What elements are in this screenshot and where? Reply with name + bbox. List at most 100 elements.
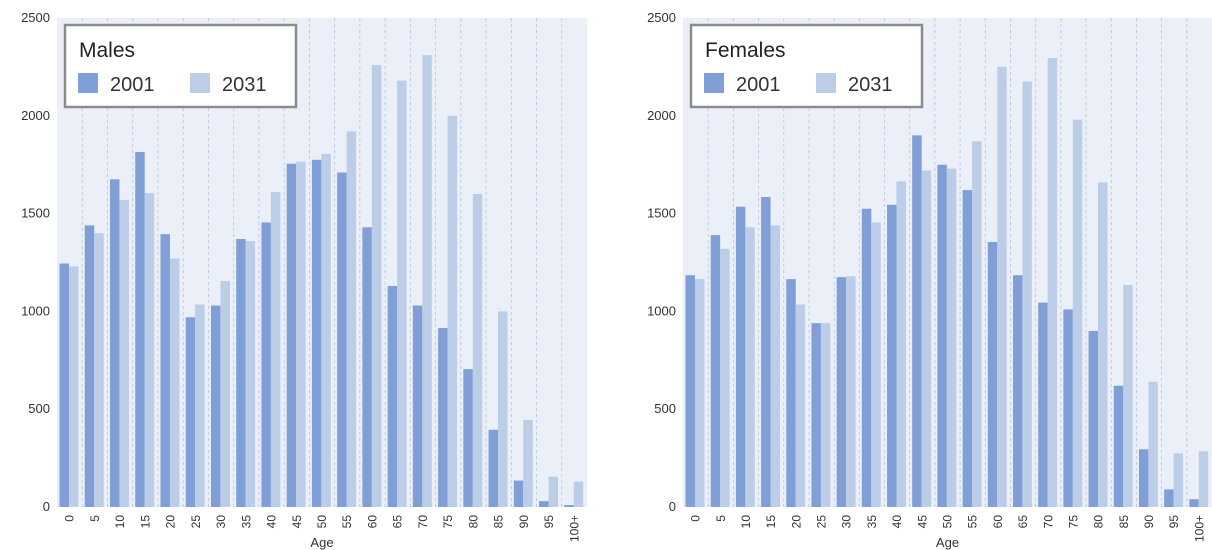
males-bar-2031-age-100+ <box>573 481 584 507</box>
males-y-tick-label: 0 <box>43 499 50 514</box>
males-bar-2001-age-10 <box>110 179 120 507</box>
males-bar-2001-age-80 <box>463 369 473 507</box>
males-bar-2031-age-95 <box>548 476 558 507</box>
females-bar-2001-age-5 <box>710 235 721 507</box>
males-bar-2001-age-75 <box>438 328 448 507</box>
males-bar-2031-age-5 <box>94 233 104 507</box>
females-x-tick-label: 95 <box>1167 515 1181 529</box>
males-bar-2001-age-25 <box>185 317 196 507</box>
males-x-tick-label: 100+ <box>567 515 581 542</box>
females-bar-2031-age-30 <box>846 276 856 507</box>
females-bar-2001-age-95 <box>1164 489 1174 507</box>
males-bar-2001-age-60 <box>362 227 372 508</box>
females-x-tick-label: 55 <box>966 515 980 529</box>
males-bar-2031-age-15 <box>144 193 155 507</box>
females-y-tick-label: 1000 <box>647 303 676 318</box>
females-legend-title: Females <box>705 39 786 62</box>
females-legend-swatch-2001 <box>704 73 724 93</box>
females-x-tick-label: 60 <box>991 515 1005 529</box>
females-bar-2001-age-10 <box>735 206 746 507</box>
females-legend-label-2001: 2001 <box>736 74 781 96</box>
females-legend-swatch-2031 <box>816 73 836 93</box>
males-y-tick-label: 500 <box>28 401 50 416</box>
males-bar-2001-age-55 <box>337 172 347 508</box>
females-x-tick-label: 45 <box>915 515 929 529</box>
females-x-tick-label: 15 <box>764 515 778 529</box>
females-bar-2001-age-100+ <box>1189 499 1199 507</box>
males-x-tick-label: 60 <box>365 515 379 529</box>
males-bar-2001-age-70 <box>412 305 423 507</box>
males-bar-2031-age-90 <box>523 419 533 507</box>
females-bar-2001-age-80 <box>1088 330 1099 507</box>
males-bar-2031-age-25 <box>195 304 205 507</box>
males-y-tick-label: 1500 <box>21 206 50 221</box>
females-bar-2001-age-25 <box>811 323 821 507</box>
females-bar-2031-age-100+ <box>1198 451 1209 507</box>
males-x-tick-label: 75 <box>441 515 455 529</box>
males-bar-2031-age-70 <box>422 55 432 507</box>
males-bar-2001-age-85 <box>488 429 499 507</box>
females-bar-2001-age-15 <box>761 196 771 507</box>
males-x-tick-label: 50 <box>315 515 329 529</box>
females-bar-2031-age-40 <box>896 181 906 508</box>
males-x-tick-label: 30 <box>214 515 228 529</box>
females-y-tick-label: 1500 <box>647 206 676 221</box>
males-x-axis-title: Age <box>310 535 333 550</box>
females-bar-2031-age-65 <box>1022 81 1032 507</box>
males-bar-2001-age-20 <box>160 234 170 507</box>
females-bar-2031-age-10 <box>745 227 755 508</box>
males-bar-2001-age-0 <box>59 263 69 507</box>
males-x-tick-label: 45 <box>290 515 304 529</box>
males-x-tick-label: 5 <box>88 515 102 522</box>
females-x-tick-label: 40 <box>890 515 904 529</box>
males-x-tick-label: 0 <box>63 515 77 522</box>
females-bar-2001-age-20 <box>786 279 796 507</box>
males-bar-2001-age-65 <box>387 285 398 507</box>
females-bar-2001-age-35 <box>861 208 872 507</box>
females-bar-2031-age-50 <box>946 168 957 507</box>
females-y-tick-label: 2000 <box>647 108 676 123</box>
females-x-tick-label: 70 <box>1041 515 1055 529</box>
females-bar-2001-age-60 <box>987 241 998 507</box>
females-y-tick-label: 2500 <box>647 10 676 25</box>
males-bar-2001-age-50 <box>311 159 322 507</box>
males-bar-2031-age-30 <box>220 281 230 507</box>
females-bar-2031-age-20 <box>795 304 806 507</box>
males-bar-2031-age-20 <box>169 258 180 507</box>
males-bar-2031-age-40 <box>270 192 281 508</box>
males-bar-2031-age-60 <box>371 64 382 507</box>
females-bar-2031-age-55 <box>972 141 982 507</box>
females-x-tick-label: 35 <box>865 515 879 529</box>
males-bar-2031-age-10 <box>119 199 129 507</box>
males-bar-2001-age-30 <box>210 305 221 507</box>
females-bar-2031-age-15 <box>770 225 780 507</box>
females-bar-2031-age-60 <box>997 66 1007 508</box>
females-bar-2001-age-85 <box>1113 385 1124 507</box>
females-bar-2031-age-95 <box>1173 453 1184 507</box>
males-bar-2031-age-85 <box>498 311 508 507</box>
females-x-tick-label: 90 <box>1142 515 1156 529</box>
males-x-tick-label: 20 <box>164 515 178 529</box>
females-y-tick-label: 0 <box>669 499 676 514</box>
females-bar-2031-age-75 <box>1072 119 1083 507</box>
males-bar-2031-age-0 <box>68 266 79 507</box>
males-bar-2001-age-95 <box>539 501 549 507</box>
males-bar-2001-age-90 <box>513 480 524 507</box>
females-bar-2001-age-75 <box>1063 309 1073 507</box>
females-bar-2001-age-70 <box>1038 302 1048 507</box>
males-x-tick-label: 80 <box>466 515 480 529</box>
males-y-tick-label: 2000 <box>21 108 50 123</box>
males-x-tick-label: 55 <box>340 515 354 529</box>
males-bar-2031-age-50 <box>321 153 331 507</box>
females-bar-2001-age-65 <box>1012 275 1023 507</box>
females-bar-2031-age-0 <box>694 279 705 507</box>
females-bar-2001-age-45 <box>912 135 922 508</box>
females-x-axis-title: Age <box>936 535 959 550</box>
females-x-tick-label: 30 <box>840 515 854 529</box>
females-x-tick-label: 75 <box>1066 515 1080 529</box>
males-x-tick-label: 90 <box>517 515 531 529</box>
females-x-tick-label: 100+ <box>1192 515 1206 542</box>
females-bar-2001-age-55 <box>962 190 973 508</box>
females-legend-label-2031: 2031 <box>848 74 893 96</box>
